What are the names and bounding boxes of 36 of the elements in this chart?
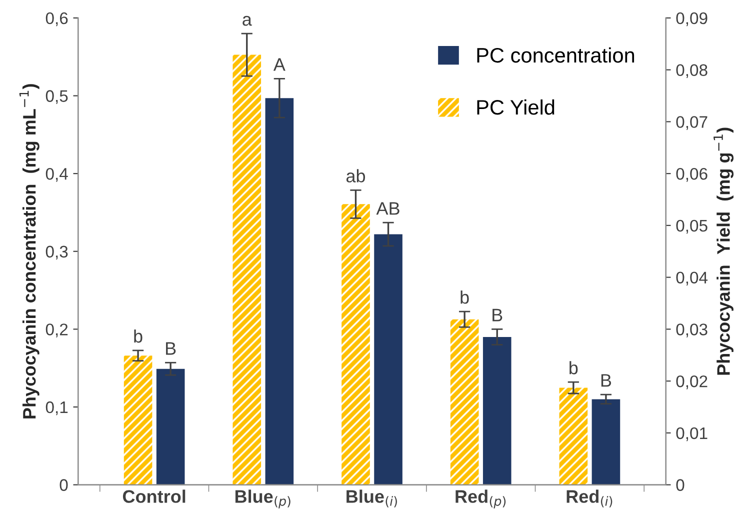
x-tick-label: Blue$_{(p)}$	[235, 490, 290, 508]
y-axis-title: Phycocyanin concentration (mg mL$^{−1}$)	[19, 84, 40, 418]
data-label: B	[166, 342, 176, 355]
y2-tick-label: 0,01	[676, 427, 708, 442]
data-label: a	[242, 16, 252, 26]
data-label: ab	[346, 169, 366, 182]
data-label: B	[492, 308, 502, 322]
legend-label: PC Yield	[477, 99, 554, 115]
y2-tick-label: 0,04	[676, 272, 708, 286]
legend-label: PC concentration	[477, 47, 634, 63]
data-label: AB	[376, 202, 400, 215]
y2-tick-label: 0,03	[676, 324, 708, 338]
y-tick-label: 0,2	[46, 324, 68, 338]
y2-tick-label: 0,06	[676, 168, 708, 182]
y2-tick-label: 0,07	[676, 116, 708, 130]
data-label: b	[460, 290, 469, 304]
y2-tick-label: 0,09	[676, 12, 708, 26]
y2-tick-label: 0,05	[676, 220, 708, 234]
y-tick-label: 0,6	[46, 12, 68, 26]
data-label: A	[273, 58, 286, 71]
y2-axis-title: Phycocyanin Yield (mg g$^{−1}$)	[714, 128, 734, 375]
x-tick-label: Control	[122, 490, 186, 503]
y-tick-label: 0,5	[46, 90, 68, 104]
data-label: b	[570, 361, 578, 374]
x-tick-label: Red$_{(i)}$	[566, 490, 612, 508]
y2-tick-label: 0,08	[676, 64, 708, 78]
y-tick-label: 0,4	[46, 168, 68, 182]
y2-tick-label: 0,02	[676, 375, 708, 390]
data-label: B	[601, 374, 612, 387]
y-tick-label: 0	[60, 479, 68, 491]
y-tick-label: 0,3	[46, 246, 68, 260]
y-tick-label: 0,1	[46, 401, 68, 416]
data-label: b	[134, 329, 142, 343]
x-tick-label: Red$_{(p)}$	[456, 490, 506, 508]
y2-tick-label: 0	[676, 479, 684, 491]
x-tick-label: Blue$_{(i)}$	[346, 490, 397, 508]
